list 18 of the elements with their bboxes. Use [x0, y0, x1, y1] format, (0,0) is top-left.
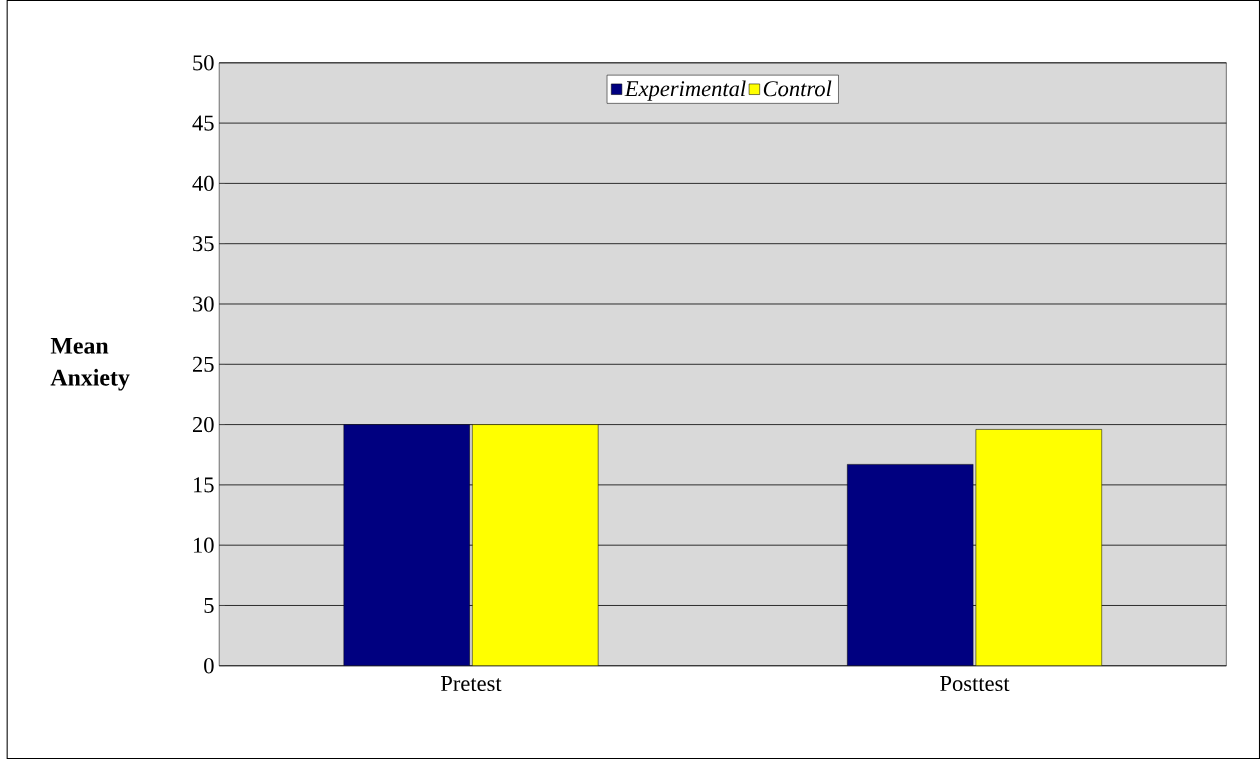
legend-label: Control	[763, 80, 832, 97]
y-tick-label: 25	[192, 356, 214, 372]
y-tick-label: 50	[193, 55, 214, 71]
y-tick-label: 45	[192, 115, 214, 131]
x-tick-label: Pretest	[440, 676, 502, 692]
y-axis-title: Mean Anxiety	[50, 337, 130, 391]
x-tick-label: Posttest	[940, 676, 1010, 692]
y-tick-label: 30	[193, 296, 214, 312]
bar	[472, 424, 599, 666]
legend-label: Experimental	[624, 80, 746, 101]
y-tick-label: 40	[192, 175, 214, 191]
y-tick-label: 35	[193, 236, 214, 252]
bar	[975, 429, 1103, 666]
y-tick-label: 10	[193, 537, 214, 553]
y-tick-label: 20	[192, 416, 214, 433]
y-tick-label: 5	[204, 597, 214, 613]
y-tick-label: 0	[204, 658, 214, 674]
y-tick-label: 15	[193, 477, 214, 493]
